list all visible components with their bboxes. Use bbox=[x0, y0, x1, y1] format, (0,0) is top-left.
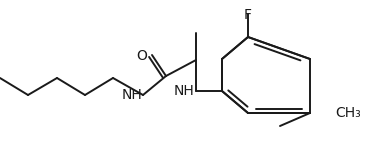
Text: NH: NH bbox=[173, 84, 194, 98]
Text: O: O bbox=[136, 49, 147, 63]
Text: NH: NH bbox=[121, 88, 142, 102]
Text: CH₃: CH₃ bbox=[335, 106, 361, 120]
Text: F: F bbox=[244, 8, 252, 22]
